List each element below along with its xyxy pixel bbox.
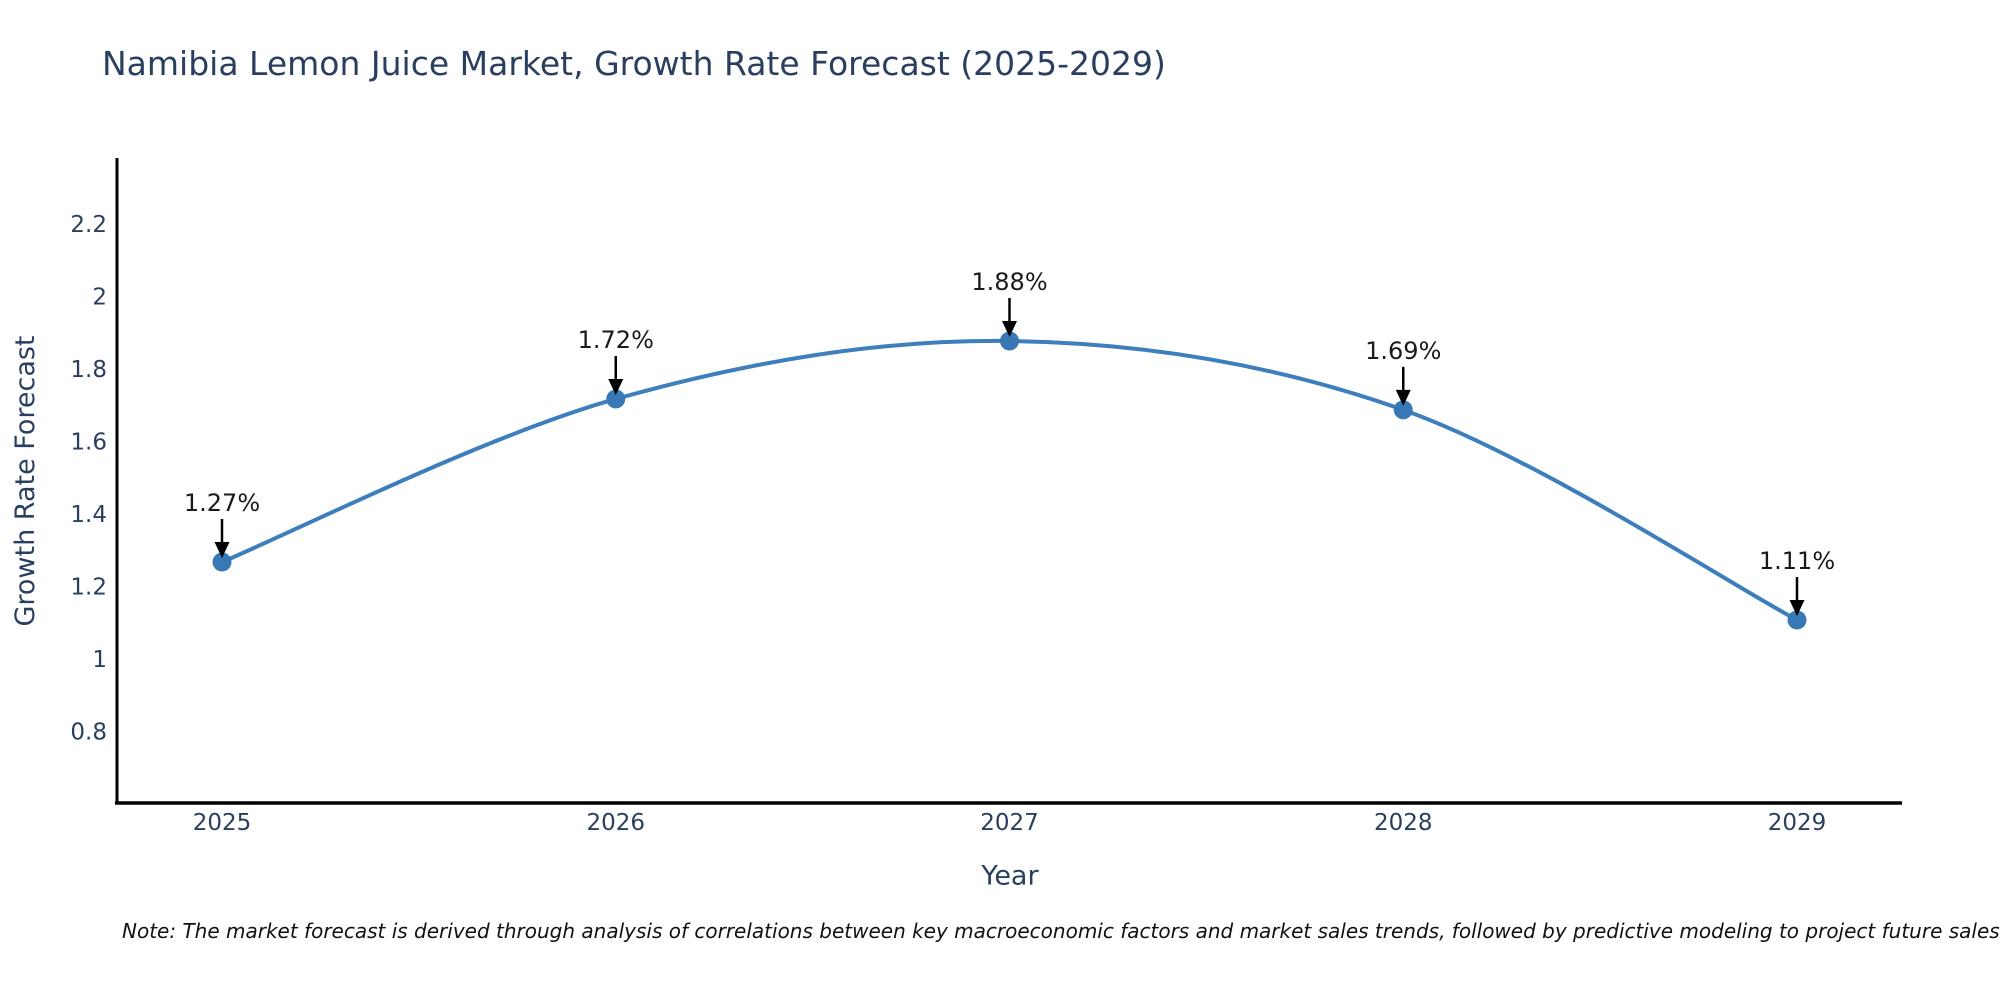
point-value-label: 1.27% <box>184 489 260 517</box>
annotation-arrow-head <box>1789 600 1805 617</box>
x-tick-label: 2026 <box>586 810 645 836</box>
x-tick-label: 2025 <box>193 810 252 836</box>
y-axis-title: Growth Rate Forecast <box>10 335 41 627</box>
y-tick-label: 1.2 <box>70 574 107 600</box>
point-value-label: 1.88% <box>971 268 1047 296</box>
y-tick-label: 1 <box>92 647 107 673</box>
y-tick-label: 0.8 <box>70 719 107 745</box>
annotation-arrow-head <box>1002 320 1017 337</box>
annotation-arrow-head <box>1395 389 1411 406</box>
chart-title: Namibia Lemon Juice Market, Growth Rate … <box>102 44 1166 83</box>
point-value-label: 1.69% <box>1365 337 1441 365</box>
footnote: Note: The market forecast is derived thr… <box>122 919 2000 943</box>
data-point-2029 <box>1787 610 1807 630</box>
data-point-2027 <box>1000 331 1019 351</box>
x-axis-title: Year <box>981 860 1039 892</box>
y-tick-label: 2.2 <box>70 212 107 238</box>
data-point-2026 <box>606 389 626 409</box>
x-tick-label: 2029 <box>1768 810 1827 836</box>
y-tick-label: 1.4 <box>70 502 107 528</box>
y-tick-label: 1.8 <box>70 357 107 383</box>
x-tick-label: 2028 <box>1374 810 1433 836</box>
annotation-arrow-head <box>214 542 230 559</box>
x-tick-label: 2027 <box>980 810 1039 836</box>
point-value-label: 1.11% <box>1759 547 1835 575</box>
data-point-2028 <box>1393 400 1413 420</box>
annotation-arrow-head <box>608 378 624 395</box>
trend-line <box>220 338 1799 623</box>
data-point-2025 <box>212 552 232 572</box>
y-tick-label: 2 <box>92 285 107 311</box>
y-tick-label: 1.6 <box>70 429 107 455</box>
point-value-label: 1.72% <box>578 326 654 354</box>
